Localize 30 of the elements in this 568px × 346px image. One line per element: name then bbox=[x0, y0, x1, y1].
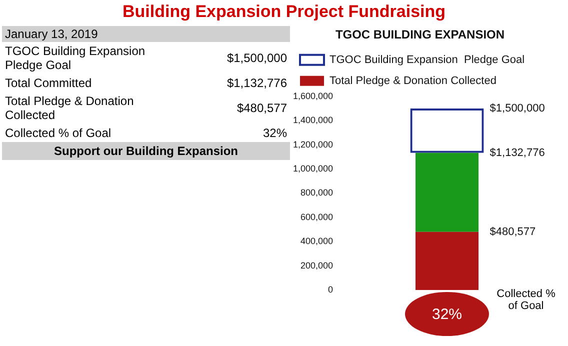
text: January 13, 2019 bbox=[2, 26, 290, 42]
legend-label: Total Pledge & Donation Collected bbox=[330, 74, 496, 87]
thermometer-bulb: 32% bbox=[405, 292, 490, 336]
text: Collected % of Goal bbox=[496, 288, 556, 312]
text: Support our Building Expansion bbox=[2, 142, 290, 160]
bar bbox=[416, 152, 479, 232]
bar bbox=[416, 232, 479, 290]
text: TGOC Building Expansion Pledge Goal bbox=[5, 44, 146, 72]
y-tick-label: 1,000,000 bbox=[292, 163, 334, 174]
y-tick-label: 1,400,000 bbox=[292, 115, 334, 126]
text: Building Expansion Project Fundraising bbox=[121, 2, 447, 22]
y-tick-label: 0 bbox=[328, 284, 334, 294]
y-tick-label: 600,000 bbox=[300, 212, 334, 222]
text: 32% bbox=[262, 126, 287, 140]
y-tick-label: 1,200,000 bbox=[292, 139, 334, 150]
y-tick-label: 800,000 bbox=[300, 188, 334, 198]
text: $480,577 bbox=[236, 101, 287, 115]
text: Total Pledge & Donation Collected bbox=[5, 94, 135, 122]
text: $1,500,000 bbox=[490, 102, 545, 115]
text: $480,577 bbox=[490, 226, 536, 238]
y-tick-label: 400,000 bbox=[300, 236, 334, 246]
text: $1,132,776 bbox=[226, 76, 287, 90]
text: Total Committed bbox=[5, 76, 92, 90]
text: Collected % of Goal bbox=[5, 126, 112, 140]
text: $1,500,000 bbox=[226, 51, 287, 65]
y-tick-label: 200,000 bbox=[300, 260, 334, 270]
y-tick-label: 1,600,000 bbox=[292, 90, 334, 101]
legend-label: TGOC Building Expansion Pledge Goal bbox=[330, 54, 525, 66]
chart-title: TGOC BUILDING EXPANSION bbox=[335, 28, 505, 42]
text: $1,132,776 bbox=[490, 146, 545, 159]
